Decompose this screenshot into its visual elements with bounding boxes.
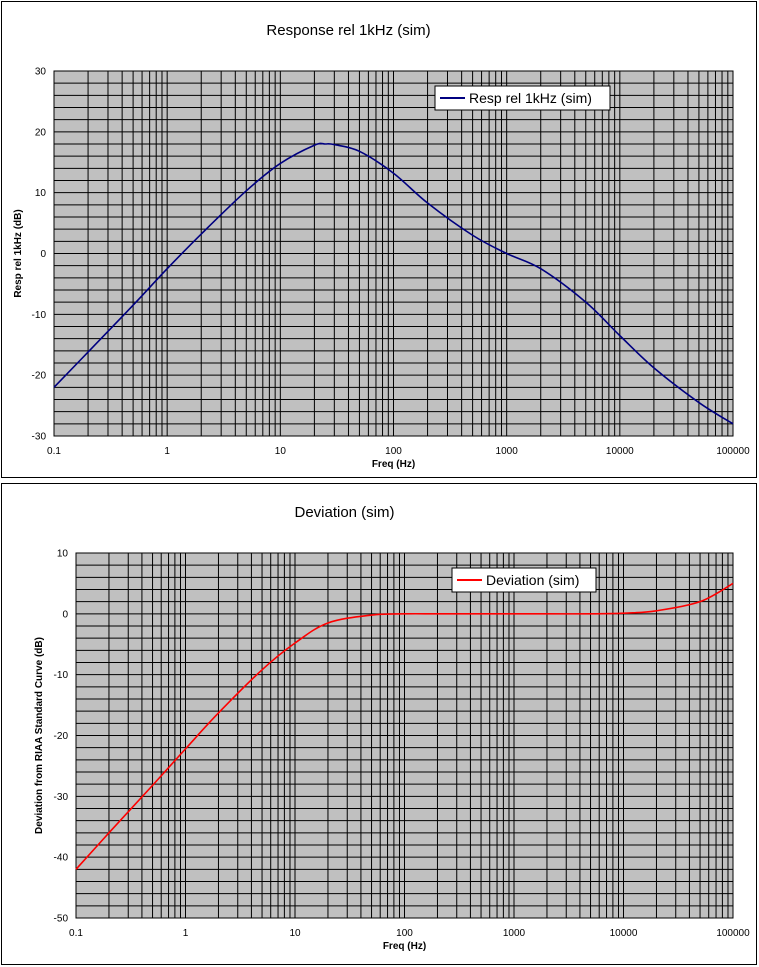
y-tick-label: -10 (54, 670, 69, 681)
y-tick-labels: 30 20 10 0 -10 -20 -30 (32, 67, 47, 443)
chart-title: Deviation (sim) (294, 504, 394, 521)
x-tick-label: 1000 (496, 446, 519, 457)
plot-frame (53, 70, 734, 437)
y-tick-label: 0 (62, 609, 68, 620)
series-line-deviation (75, 582, 734, 870)
y-axis-label: Deviation from RIAA Standard Curve (dB) (34, 637, 45, 834)
legend-label: Deviation (sim) (486, 572, 579, 588)
y-tick-labels: 10 0 -10 -20 -30 -40 -50 (54, 549, 69, 925)
y-tick-label: 30 (35, 67, 47, 78)
y-tick-label: -20 (32, 371, 47, 382)
y-axis-label: Resp rel 1kHz (dB) (13, 209, 24, 297)
x-tick-label: 10000 (606, 446, 634, 457)
y-tick-label: 10 (57, 549, 69, 560)
legend: Resp rel 1kHz (sim) (434, 85, 611, 111)
x-tick-labels: 0.1 1 10 100 1000 10000 100000 (47, 446, 750, 457)
x-tick-label: 10 (289, 928, 301, 939)
x-axis-label: Freq (Hz) (383, 941, 426, 952)
series-line-resp-rel-1khz (53, 142, 734, 425)
y-tick-label: -30 (32, 432, 47, 443)
y-tick-label: -20 (54, 731, 69, 742)
x-axis-label: Freq (Hz) (372, 459, 415, 470)
y-tick-label: -50 (54, 914, 69, 925)
y-tick-label: 20 (35, 127, 47, 138)
response-chart: Response rel 1kHz (sim) 3020100-10-20-30… (13, 22, 750, 470)
x-tick-label: 100 (396, 928, 413, 939)
response-chart-panel: Response rel 1kHz (sim) 30 20 10 0 -10 -20 -30… (1, 1, 757, 478)
x-tick-label: 0.1 (47, 446, 61, 457)
x-tick-labels: 0.1 1 10 100 1000 10000 100000 (69, 928, 750, 939)
x-tick-label: 100 (385, 446, 402, 457)
legend: Deviation (sim) (451, 567, 597, 593)
gridlines (53, 70, 733, 437)
x-tick-label: 1 (164, 446, 170, 457)
x-tick-label: 0.1 (69, 928, 83, 939)
chart-title: Response rel 1kHz (sim) (266, 22, 430, 39)
y-tick-label: -30 (54, 792, 69, 803)
deviation-chart-panel: Deviation (sim) 10 0 -10 -20 -30 -40 -50 0.1 1 1… (1, 483, 757, 965)
plot-frame (75, 552, 734, 919)
y-tick-label: 0 (40, 249, 46, 260)
x-tick-label: 10000 (610, 928, 638, 939)
y-tick-label: 10 (35, 188, 47, 199)
x-tick-label: 1000 (503, 928, 526, 939)
x-tick-label: 100000 (716, 928, 750, 939)
x-tick-label: 1 (183, 928, 189, 939)
x-tick-label: 10 (275, 446, 287, 457)
y-tick-label: -10 (32, 310, 47, 321)
legend-label: Resp rel 1kHz (sim) (469, 90, 592, 106)
y-tick-label: -40 (54, 853, 69, 864)
deviation-chart: Deviation (sim) 100-10-20-30-40-50 0.1 1 1… (34, 504, 750, 952)
x-tick-label: 100000 (716, 446, 750, 457)
